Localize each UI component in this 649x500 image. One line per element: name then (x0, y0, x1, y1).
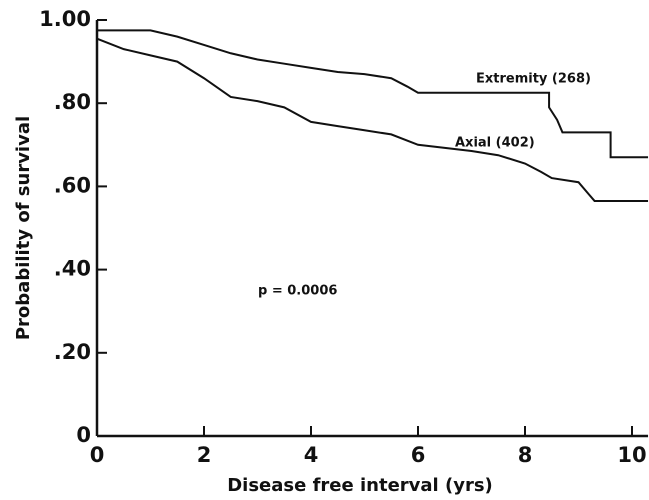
x-axis-label: Disease free interval (yrs) (227, 475, 493, 496)
y-axis-label: Probability of survival (13, 116, 34, 340)
series-label: Extremity (268) (476, 72, 591, 87)
survival-curve (97, 29, 649, 159)
y-tick-label: .20 (54, 340, 91, 364)
x-tick-label: 6 (411, 443, 426, 467)
y-tick-label: 1.00 (39, 7, 91, 31)
x-tick-label: 10 (617, 443, 646, 467)
x-tick-label: 4 (304, 443, 319, 467)
y-tick-label: .60 (54, 173, 91, 197)
x-tick-label: 8 (518, 443, 533, 467)
survival-curve (96, 37, 649, 202)
y-tick-label: .80 (54, 90, 91, 114)
p-value: p = 0.0006 (258, 284, 337, 299)
y-tick-label: .40 (54, 257, 91, 281)
x-tick-label: 0 (90, 443, 105, 467)
x-tick-label: 2 (197, 443, 212, 467)
y-tick-label: 0 (76, 423, 91, 447)
series-label: Axial (402) (455, 136, 535, 151)
